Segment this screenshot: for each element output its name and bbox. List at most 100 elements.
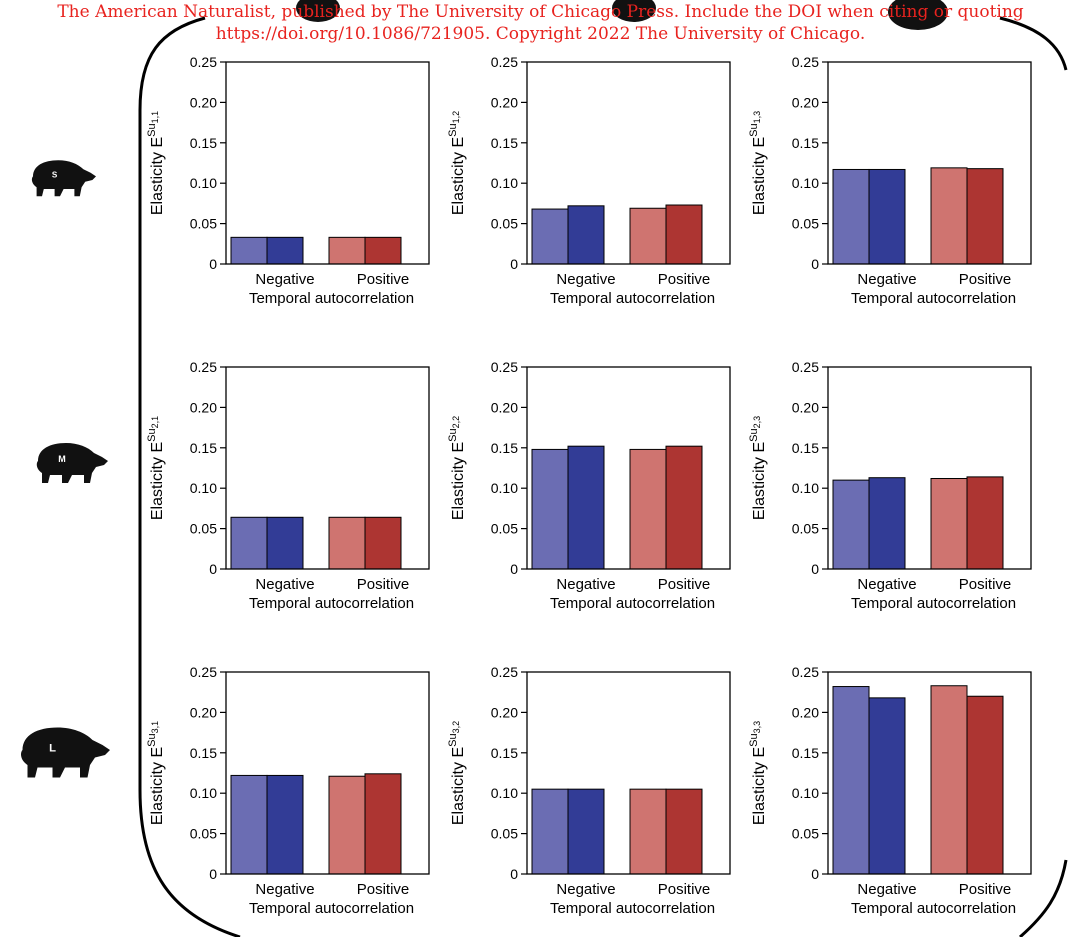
y-tick-label: 0.05 [792,521,819,537]
boar-top-partial-2 [612,0,656,22]
bar-negative-1 [832,168,870,265]
y-tick-label: 0.05 [190,216,217,232]
x-category-label: Positive [357,576,410,593]
x-category-label: Positive [959,881,1012,898]
x-category-label: Positive [357,881,410,898]
x-category-label: Negative [255,576,314,593]
y-axis-title: Elasticity ESu1,3 [748,111,768,215]
y-tick-label: 0.05 [190,826,217,842]
y-tick-label: 0.15 [190,745,217,761]
y-tick-label: 0.05 [190,521,217,537]
plot-frame [526,671,731,875]
y-tick-label: 0.15 [792,745,819,761]
x-category-label: Positive [959,576,1012,593]
chart-panel-7: 0 0.05 0.10 0.15 0.20 0.25 Negative Positive Tem… [146,664,430,917]
chart-panel-8: 0 0.05 0.10 0.15 0.20 0.25 Negative Positive Tem… [447,664,731,917]
x-axis-title: Temporal autocorrelation [249,900,414,917]
y-tick-label: 0.20 [792,399,819,415]
chart-panel-2: 0 0.05 0.10 0.15 0.20 0.25 Negative Positive Tem… [447,54,731,307]
y-tick-label: 0 [811,561,819,577]
watermark-line-2: https://doi.org/10.1086/721905. Copyrigh… [215,24,866,44]
chart-panel-9: 0 0.05 0.10 0.15 0.20 0.25 Negative Positive Tem… [748,664,1032,917]
chart-panel-5: 0 0.05 0.10 0.15 0.20 0.25 Negative Positive Tem… [447,359,731,612]
bar-negative-2 [266,774,304,875]
y-tick-label: 0.05 [491,521,518,537]
bar-negative-1 [230,516,268,570]
chart-panel-4: 0 0.05 0.10 0.15 0.20 0.25 Negative Positive Tem… [146,359,430,612]
bar-positive-1 [930,685,968,875]
boar-small-icon-body [31,160,96,197]
x-category-label: Positive [658,576,711,593]
y-tick-label: 0.25 [792,664,819,680]
x-category-label: Negative [556,271,615,288]
x-category-label: Positive [658,881,711,898]
y-tick-label: 0.25 [190,359,217,375]
boar-large-icon: L [21,727,111,778]
figure-bracket [138,16,1068,937]
x-axis-title: Temporal autocorrelation [550,290,715,307]
y-tick-label: 0.15 [491,745,518,761]
plot-frame [526,366,731,570]
y-tick-label: 0.20 [491,399,518,415]
y-axis-title: Elasticity ESu3,1 [146,721,166,825]
y-tick-label: 0.25 [491,359,518,375]
x-axis-title: Temporal autocorrelation [249,290,414,307]
y-tick-label: 0.20 [190,704,217,720]
bar-negative-1 [230,774,268,875]
boar-medium-icon: M [36,443,108,483]
bar-positive-1 [930,478,968,570]
x-axis-title: Temporal autocorrelation [851,900,1016,917]
y-tick-label: 0.15 [792,440,819,456]
bar-negative-2 [567,788,605,875]
y-tick-label: 0.10 [792,175,819,191]
y-tick-label: 0.25 [792,54,819,70]
y-tick-label: 0.25 [491,664,518,680]
bar-positive-2 [966,168,1004,265]
watermark-line-1: The American Naturalist, published by Th… [57,2,1024,22]
y-tick-label: 0.25 [190,664,217,680]
bar-negative-2 [567,445,605,570]
y-axis-title: Elasticity ESu1,1 [146,111,166,215]
bar-positive-1 [629,788,667,875]
y-tick-label: 0.25 [491,54,518,70]
bar-positive-1 [328,775,366,875]
bar-positive-2 [665,204,703,265]
bar-negative-1 [531,448,569,570]
y-tick-label: 0.10 [491,480,518,496]
x-axis-title: Temporal autocorrelation [249,595,414,612]
y-tick-label: 0.10 [792,480,819,496]
bar-negative-2 [868,697,906,875]
y-tick-label: 0.15 [491,440,518,456]
x-axis-title: Temporal autocorrelation [851,290,1016,307]
plot-frame [827,671,1032,875]
plot-frame [225,366,430,570]
bar-positive-2 [364,516,402,570]
boar-small-icon-label: S [52,170,58,179]
bar-positive-1 [629,207,667,265]
y-tick-label: 0.05 [491,216,518,232]
y-axis-title: Elasticity ESu2,1 [146,416,166,520]
y-tick-label: 0.15 [792,135,819,151]
y-tick-label: 0 [811,256,819,272]
bar-positive-1 [629,448,667,570]
y-tick-label: 0.05 [792,826,819,842]
plot-frame [827,61,1032,265]
plot-frame [225,671,430,875]
bar-positive-2 [665,445,703,570]
bar-negative-2 [567,205,605,265]
y-tick-label: 0.15 [190,135,217,151]
x-axis-title: Temporal autocorrelation [851,595,1016,612]
y-tick-label: 0.20 [491,94,518,110]
x-category-label: Negative [556,576,615,593]
y-tick-label: 0.10 [792,785,819,801]
x-category-label: Positive [658,271,711,288]
x-category-label: Negative [857,881,916,898]
x-category-label: Negative [857,576,916,593]
y-tick-label: 0.10 [491,785,518,801]
x-category-label: Negative [556,881,615,898]
boar-medium-icon-label: M [58,454,66,464]
y-tick-label: 0.10 [190,785,217,801]
y-tick-label: 0.10 [491,175,518,191]
boar-large-icon-body [21,727,111,778]
